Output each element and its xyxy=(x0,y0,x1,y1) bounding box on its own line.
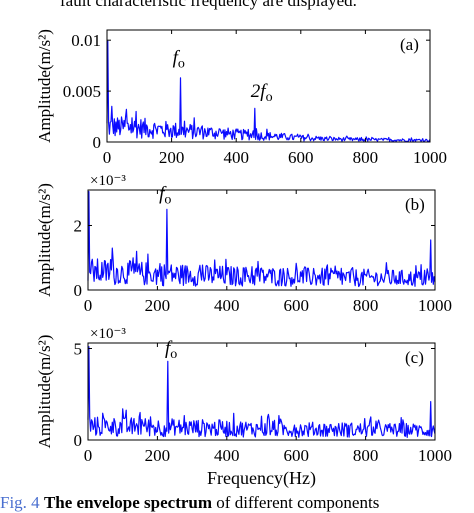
peak-annotation: fo xyxy=(159,184,171,208)
peak-annotation: fo xyxy=(165,338,177,362)
top-caption: fault characteristic frequency are displ… xyxy=(60,0,357,11)
x-tick-label: 1000 xyxy=(413,148,447,167)
x-tick-label: 600 xyxy=(283,296,309,315)
spectrum-series-line-3 xyxy=(87,346,436,438)
peak-annotation: 2fo xyxy=(251,81,273,105)
spectrum-series-line-2 xyxy=(87,191,436,288)
y-multiplier: ×10⁻³ xyxy=(90,326,126,342)
x-tick-label: 200 xyxy=(145,446,171,465)
y-axis-label: Amplitude(m/s²) xyxy=(35,335,54,449)
y-tick-label: 0.01 xyxy=(71,31,101,50)
y-tick-label: 0 xyxy=(74,431,83,450)
x-tick-label: 0 xyxy=(84,446,93,465)
x-axis-label: Frequency(Hz) xyxy=(207,468,316,489)
x-tick-label: 600 xyxy=(288,148,314,167)
axes-box-3 xyxy=(87,342,436,441)
x-tick-label: 1000 xyxy=(418,446,452,465)
y-tick-label: 5 xyxy=(74,339,83,358)
axes-box-1 xyxy=(106,29,431,143)
x-tick-label: 800 xyxy=(353,446,379,465)
peak-annotation: fo xyxy=(173,48,185,72)
x-tick-label: 800 xyxy=(353,148,379,167)
caption-rest-text: of different components xyxy=(216,493,380,512)
y-tick-label: 0 xyxy=(93,133,102,152)
x-tick-label: 600 xyxy=(283,446,309,465)
bottom-caption: Fig. 4 The envelope spectrum of differen… xyxy=(0,493,379,513)
top-caption-text: fault characteristic frequency are displ… xyxy=(60,0,357,10)
panel-label: (c) xyxy=(405,348,424,367)
x-tick-label: 400 xyxy=(214,446,240,465)
figure-number: Fig. 4 xyxy=(0,493,40,512)
axes-box-2 xyxy=(87,189,436,291)
caption-bold-text: The envelope spectrum xyxy=(43,493,213,512)
x-tick-label: 200 xyxy=(145,296,171,315)
panel-label: (b) xyxy=(405,195,425,214)
spectrum-series-line-1 xyxy=(106,40,431,143)
y-tick-label: 0.005 xyxy=(63,82,101,101)
x-tick-label: 1000 xyxy=(418,296,452,315)
y-axis-label: Amplitude(m/s²) xyxy=(35,183,54,297)
y-multiplier: ×10⁻³ xyxy=(90,173,126,189)
y-tick-label: 2 xyxy=(74,216,83,235)
x-tick-label: 200 xyxy=(159,148,185,167)
y-tick-label: 0 xyxy=(74,281,83,300)
x-tick-label: 0 xyxy=(84,296,93,315)
x-tick-label: 800 xyxy=(353,296,379,315)
y-axis-label: Amplitude(m/s²) xyxy=(35,29,54,143)
x-tick-label: 400 xyxy=(214,296,240,315)
x-tick-label: 400 xyxy=(223,148,249,167)
x-tick-label: 0 xyxy=(103,148,112,167)
panel-label: (a) xyxy=(400,35,419,54)
